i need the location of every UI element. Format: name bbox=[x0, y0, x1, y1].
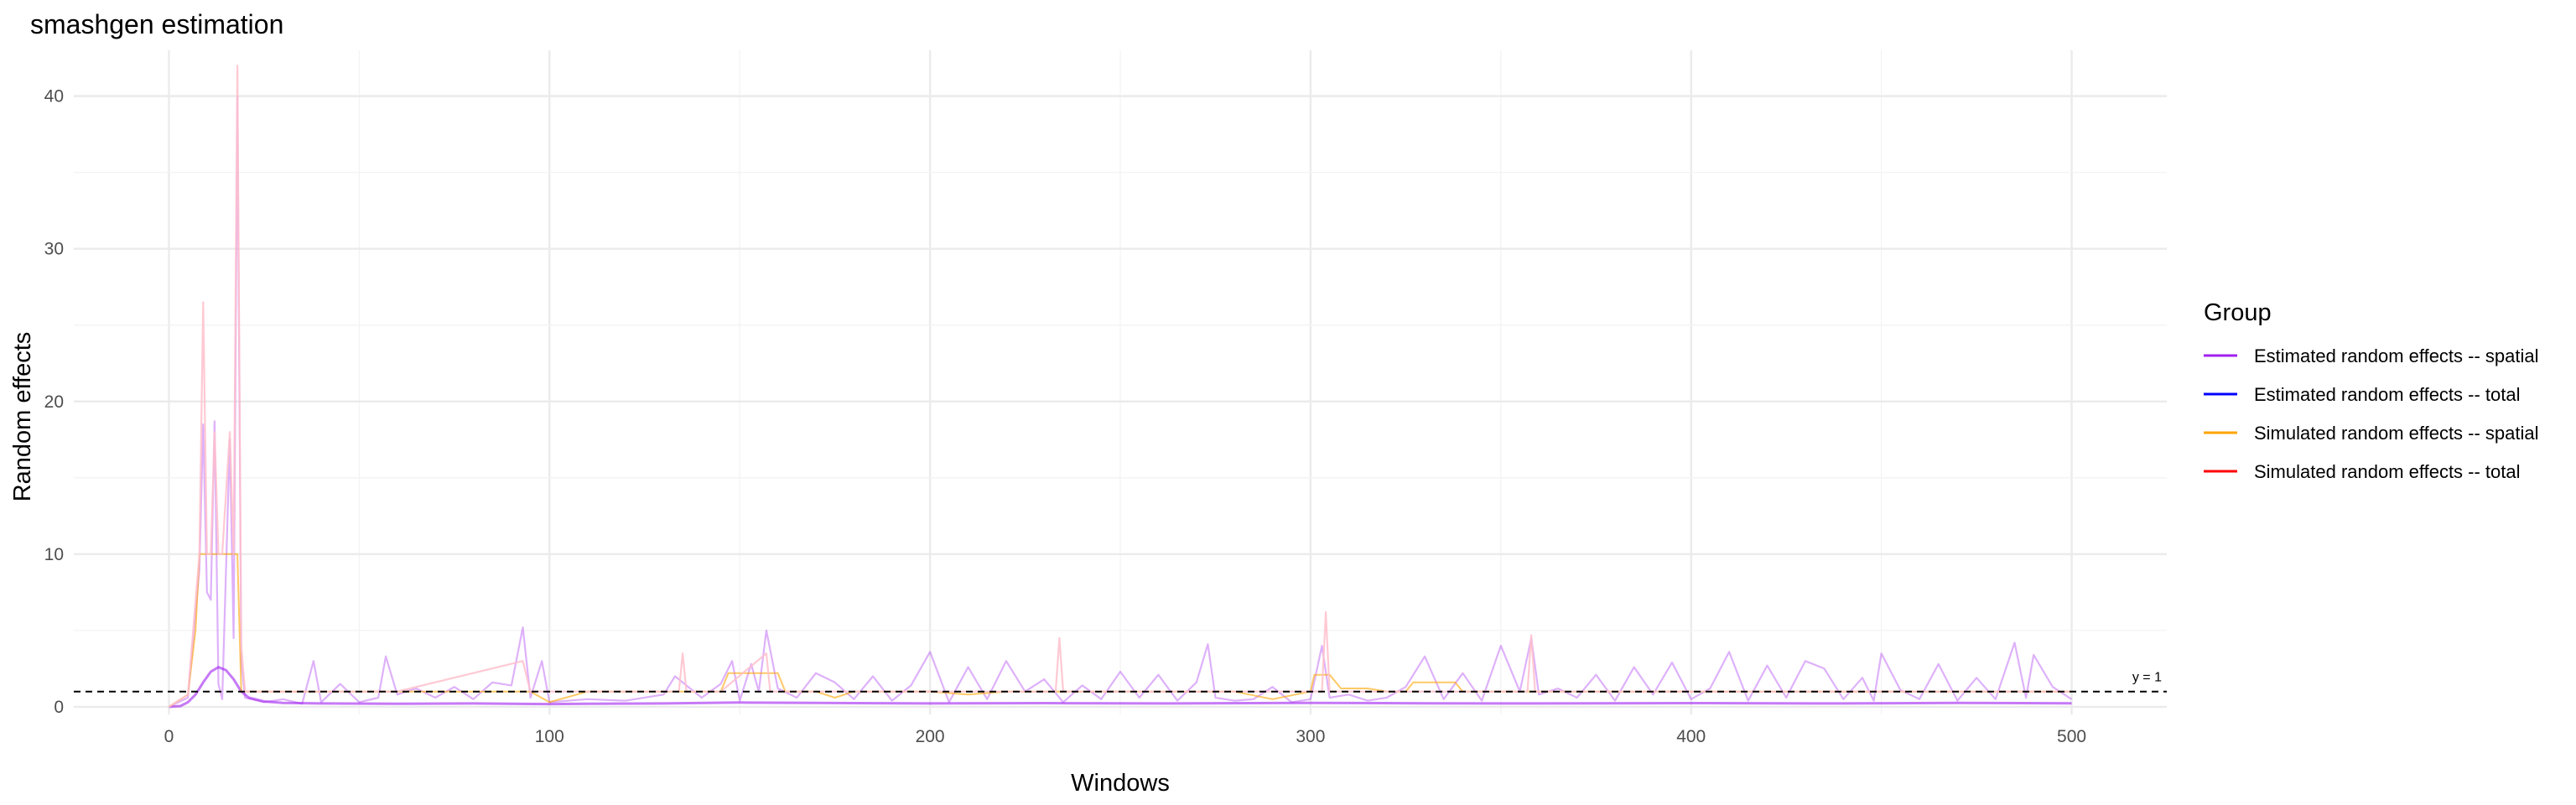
axes: 0 100 200 300 400 500 0 10 20 30 40 bbox=[44, 87, 2086, 746]
chart-title: smashgen estimation bbox=[30, 9, 283, 39]
x-tick-label: 400 bbox=[1676, 727, 1706, 746]
y-axis-title: Random effects bbox=[9, 332, 36, 502]
x-tick-label: 500 bbox=[2057, 727, 2086, 746]
reference-line: y = 1 bbox=[74, 671, 2167, 693]
y-tick-label: 0 bbox=[54, 698, 64, 717]
y-tick-label: 40 bbox=[44, 87, 64, 106]
legend-label: Simulated random effects -- spatial bbox=[2254, 423, 2539, 444]
reference-line-label: y = 1 bbox=[2132, 671, 2162, 685]
legend-title: Group bbox=[2204, 299, 2272, 326]
legend-label: Estimated random effects -- spatial bbox=[2254, 345, 2539, 366]
x-tick-label: 300 bbox=[1296, 727, 1325, 746]
y-tick-label: 20 bbox=[44, 392, 64, 412]
x-axis-title: Windows bbox=[1071, 770, 1170, 797]
y-tick-label: 30 bbox=[44, 240, 64, 259]
grid bbox=[74, 50, 2167, 714]
x-tick-label: 200 bbox=[916, 727, 945, 746]
y-tick-label: 10 bbox=[44, 545, 64, 564]
x-tick-label: 0 bbox=[164, 727, 174, 746]
series-estimated-random-effects-total bbox=[169, 666, 2072, 709]
x-tick-label: 100 bbox=[535, 727, 564, 746]
legend: Group Estimated random effects -- spatia… bbox=[2204, 299, 2539, 482]
legend-label: Simulated random effects -- total bbox=[2254, 461, 2521, 482]
series-estimated-random-effects-spatial bbox=[169, 95, 2073, 708]
legend-label: Estimated random effects -- total bbox=[2254, 384, 2521, 405]
